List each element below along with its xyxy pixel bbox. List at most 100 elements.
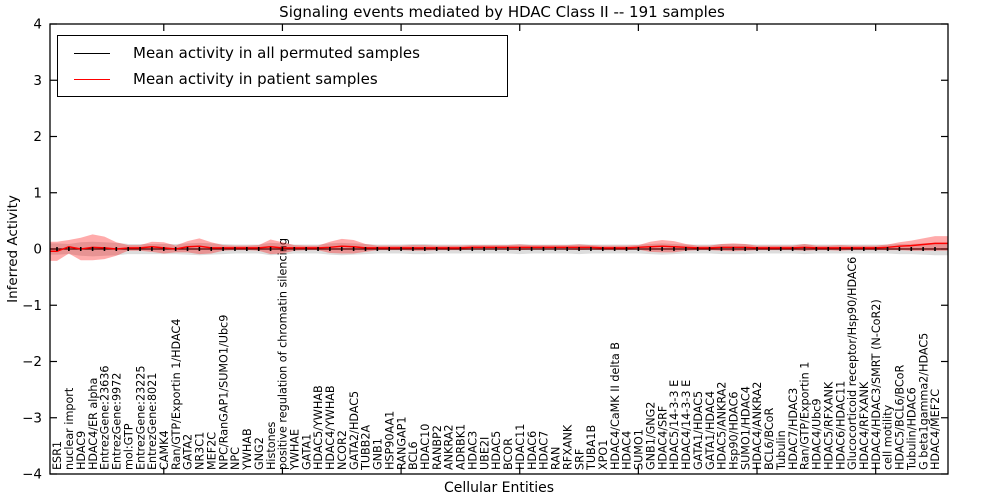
legend-label-patient: Mean activity in patient samples: [133, 70, 378, 88]
x-tick-label: NR3C1: [194, 432, 207, 470]
x-tick-label: RANBP2: [431, 425, 444, 470]
x-tick-label: UBE2I: [478, 437, 491, 470]
data-point-marker: [56, 247, 58, 251]
data-point-marker: [673, 247, 675, 251]
x-tick-label: HDAC7: [538, 431, 551, 470]
x-tick-label: HDAC5/ANKRA2: [716, 382, 729, 470]
x-tick-label: HDAC4/HDAC3/SMRT (N-CoR2): [870, 299, 883, 470]
data-point-marker: [768, 247, 770, 251]
legend: Mean activity in all permuted samples Me…: [57, 35, 508, 97]
data-point-marker: [103, 247, 106, 251]
data-point-marker: [424, 247, 426, 251]
legend-item-permuted: Mean activity in all permuted samples: [58, 44, 507, 62]
data-point-marker: [898, 247, 901, 251]
data-point-marker: [815, 247, 818, 251]
axes-frame: [49, 23, 949, 475]
y-tick-label: 1: [33, 185, 42, 201]
x-tick-label: mol:GTP: [122, 423, 135, 470]
data-point-marker: [601, 247, 604, 251]
data-point-marker: [162, 247, 165, 251]
data-point-marker: [922, 247, 924, 251]
data-point-marker: [613, 247, 616, 251]
x-tick-label: SUMO1/HDAC4: [739, 386, 752, 470]
x-tick-label: HDAC4: [621, 431, 634, 470]
y-tick-label: −1: [22, 298, 42, 314]
data-point-marker: [696, 247, 699, 251]
x-tick-label: SUMO1: [633, 429, 646, 470]
x-tick-label: EntrezGene:8021: [146, 373, 159, 470]
x-tick-label: ESR1: [51, 441, 64, 470]
data-point-marker: [246, 247, 248, 251]
x-tick-label: HDAC4/YWHAB: [324, 385, 337, 470]
x-tick-label: HDAC4/ER alpha: [87, 378, 100, 470]
data-point-marker: [744, 247, 746, 251]
x-tick-label: GNB1: [372, 438, 385, 470]
x-tick-label: BCL6: [407, 441, 420, 470]
data-point-marker: [779, 247, 782, 251]
data-point-marker: [447, 247, 450, 251]
x-tick-label: TUBB2A: [360, 425, 373, 471]
y-tick-label: 4: [33, 17, 42, 33]
x-tick-label: GNB1/GNG2: [644, 402, 657, 470]
data-point-marker: [554, 247, 557, 251]
data-point-marker: [827, 247, 830, 251]
x-tick-label: ADRBK1: [455, 424, 468, 470]
x-tick-label: EntrezGene:23225: [134, 365, 147, 470]
x-tick-label: HDAC3: [466, 431, 479, 470]
x-tick-label: YWHAB: [241, 428, 254, 471]
x-tick-label: HDAC4/CaMK II delta B: [609, 342, 622, 470]
data-point-marker: [625, 247, 628, 251]
x-tick-label: RANGAP1: [395, 416, 408, 470]
data-point-marker: [139, 247, 141, 251]
x-tick-label: YWHAE: [288, 429, 301, 471]
x-tick-label: GNG2: [253, 437, 266, 470]
x-tick-label: HDAC4/MEF2C: [929, 389, 942, 470]
data-point-marker: [305, 247, 307, 251]
data-point-marker: [518, 247, 521, 251]
data-point-marker: [637, 247, 640, 251]
data-point-marker: [863, 247, 865, 251]
data-point-marker: [174, 247, 177, 251]
x-tick-label: HDAC9: [75, 431, 88, 470]
x-tick-label: nuclear import: [63, 387, 76, 470]
x-tick-label: HDAC10: [419, 424, 432, 470]
x-tick-label: HSP90AA1: [383, 411, 396, 470]
data-point-marker: [732, 247, 735, 251]
y-tick-label: −2: [22, 354, 42, 370]
x-axis-label: Cellular Entities: [443, 480, 555, 496]
x-tick-label: GATA1/HDAC4: [704, 391, 717, 470]
data-point-marker: [68, 247, 70, 251]
x-tick-label: HDAC6/HDAC11: [834, 381, 847, 470]
y-tick-label: 3: [33, 73, 42, 89]
x-tick-label: HDAC4/SRF: [656, 406, 669, 470]
data-point-marker: [388, 247, 391, 251]
data-point-marker: [127, 247, 129, 251]
x-tick-label: cell motility: [882, 404, 895, 470]
data-point-marker: [281, 247, 284, 251]
data-point-marker: [649, 247, 652, 251]
data-point-marker: [79, 247, 82, 251]
x-tick-label: TUBA1B: [585, 425, 598, 471]
x-tick-label: GATA1: [300, 434, 313, 470]
x-tick-label: SRF: [573, 449, 586, 470]
data-point-marker: [376, 247, 379, 251]
data-point-marker: [459, 247, 462, 251]
x-tick-label: Tubulin: [775, 430, 788, 471]
data-point-marker: [685, 247, 687, 251]
data-point-marker: [590, 247, 592, 251]
data-point-marker: [495, 247, 497, 251]
x-tick-label: GATA2: [182, 434, 195, 470]
data-point-marker: [530, 247, 533, 251]
data-point-marker: [400, 247, 402, 251]
x-tick-label: HDAC5/14-3-3 E: [668, 380, 681, 470]
data-point-marker: [886, 247, 889, 251]
data-point-marker: [471, 247, 474, 251]
y-tick-label: 2: [33, 129, 42, 145]
data-point-marker: [329, 247, 331, 251]
y-tick-label: −3: [22, 410, 42, 426]
data-point-marker: [910, 247, 913, 251]
x-tick-label: HDAC5/BCL6/BCoR: [894, 364, 907, 470]
data-point-marker: [578, 247, 580, 251]
data-point-marker: [791, 247, 794, 251]
data-point-marker: [839, 247, 841, 251]
